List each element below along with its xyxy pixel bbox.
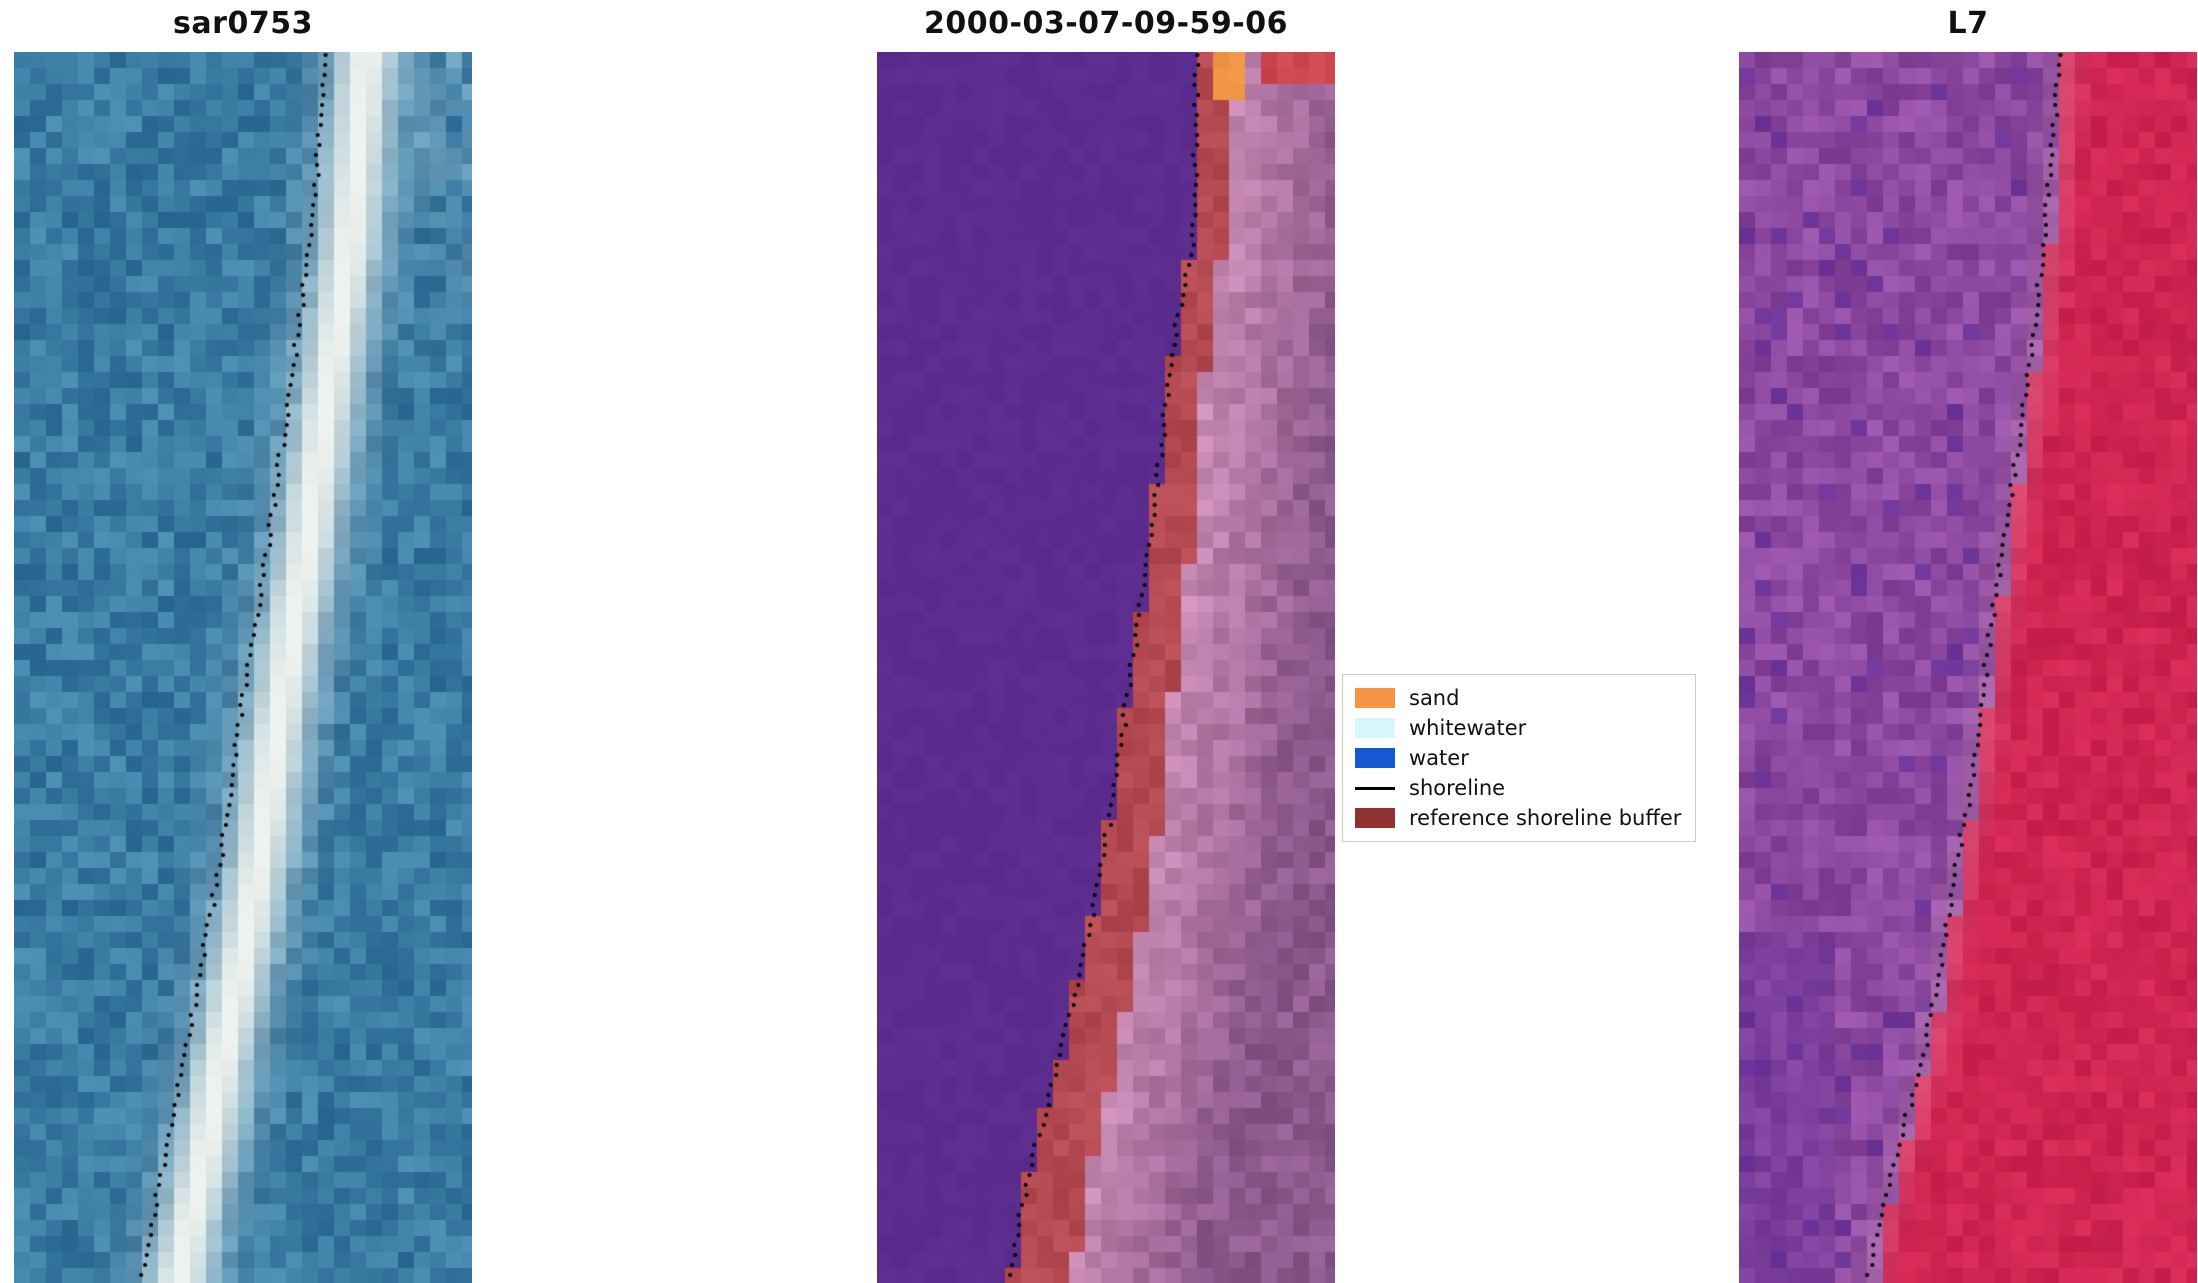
legend-label-buffer: reference shoreline buffer [1409, 806, 1682, 830]
legend-box: sand whitewater water shoreline referenc… [1342, 674, 1696, 842]
legend-label-shoreline: shoreline [1409, 776, 1506, 800]
whitewater-swatch [1355, 718, 1395, 738]
legend-row-shoreline: shoreline [1355, 773, 1683, 803]
panel-title-l7: L7 [1947, 6, 1989, 41]
legend-row-water: water [1355, 743, 1683, 773]
l7-image-panel [1739, 52, 2197, 1283]
reference-buffer-swatch [1355, 808, 1395, 828]
sar-image-panel [14, 52, 472, 1283]
water-swatch [1355, 748, 1395, 768]
sand-swatch [1355, 688, 1395, 708]
legend-label-sand: sand [1409, 686, 1460, 710]
legend-row-buffer: reference shoreline buffer [1355, 803, 1683, 833]
legend-row-whitewater: whitewater [1355, 713, 1683, 743]
panel-title-date: 2000-03-07-09-59-06 [924, 6, 1288, 41]
legend-label-whitewater: whitewater [1409, 716, 1527, 740]
legend-label-water: water [1409, 746, 1469, 770]
classified-image-panel [877, 52, 1335, 1283]
legend-row-sand: sand [1355, 683, 1683, 713]
panel-title-sar: sar0753 [173, 6, 313, 41]
shoreline-line-swatch [1355, 786, 1395, 790]
